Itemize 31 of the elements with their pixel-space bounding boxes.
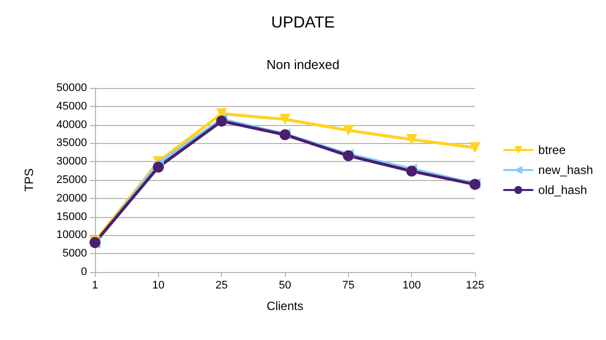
x-tick-label: 75 [342, 280, 354, 292]
x-tick-label: 25 [216, 280, 228, 292]
x-tick-label: 125 [466, 280, 484, 292]
y-tick-label: 10000 [56, 229, 87, 242]
y-tick-label: 20000 [56, 192, 87, 204]
x-tick-label: 100 [402, 280, 421, 292]
x-axis-title: Clients [266, 299, 304, 313]
point [152, 162, 164, 173]
y-tick-label: 5000 [62, 248, 87, 260]
x-tick-label: 10 [152, 280, 164, 292]
legend-label: old_hash [538, 183, 588, 197]
y-tick-label: 30000 [56, 156, 87, 168]
point [406, 166, 418, 177]
y-tick-label: 35000 [56, 137, 87, 150]
y-tick-label: 50000 [56, 82, 87, 94]
y-tick-label: 0 [80, 266, 87, 278]
x-tick-label: 50 [278, 280, 292, 292]
point [406, 134, 418, 146]
chart-title: UPDATE [271, 14, 335, 32]
y-axis-title: TPS [22, 168, 36, 192]
chart-subtitle: Non indexed [266, 57, 340, 72]
y-tick-label: 45000 [56, 100, 87, 112]
point [342, 124, 354, 136]
point [280, 114, 290, 125]
legend-label: btree [538, 143, 566, 157]
y-tick-label: 25000 [56, 174, 87, 186]
point [470, 142, 480, 154]
y-tick-label: 15000 [56, 210, 87, 223]
y-tick-label: 40000 [56, 118, 87, 131]
x-tick-label: 1 [92, 280, 98, 292]
legend-label: new_hash [538, 163, 594, 177]
